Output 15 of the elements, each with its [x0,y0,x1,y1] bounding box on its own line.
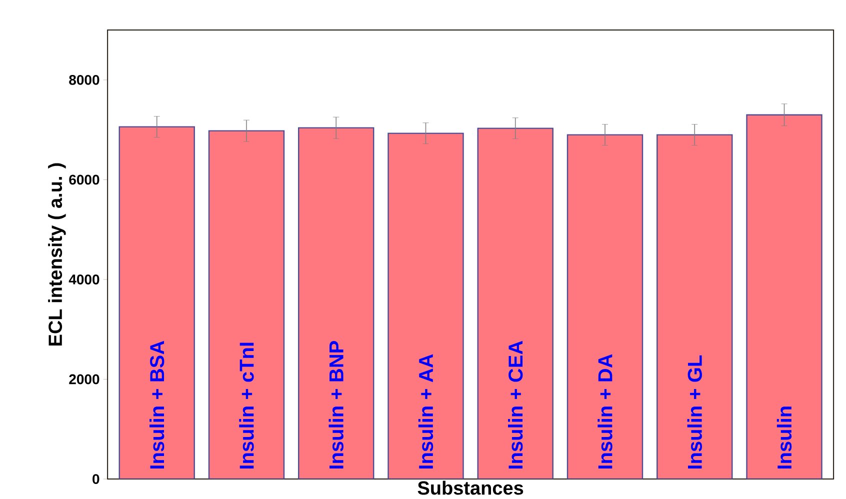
x-tick-label: Insulin + GL [687,355,702,468]
x-axis-title: Substances [418,480,524,495]
x-tick-label: Insulin + BNP [328,341,344,468]
y-tick-label: 6000 [69,174,100,185]
x-tick-label: Insulin + CEA [508,340,523,468]
x-tick-label: Insulin + cTnI [239,342,254,468]
x-tick-label: Insulin + DA [598,354,612,468]
y-axis-title: ECL intensity ( a.u. ) [48,163,66,346]
x-tick-label: Insulin + AA [418,354,434,468]
y-tick-label: 4000 [68,274,100,284]
x-tick-label: Insulin + BSA [150,340,164,468]
y-tick-label: 0 [92,474,100,484]
y-tick-label: 8000 [69,74,100,85]
x-tick-label: Insulin [776,406,792,468]
y-tick-label: 2000 [69,374,100,384]
